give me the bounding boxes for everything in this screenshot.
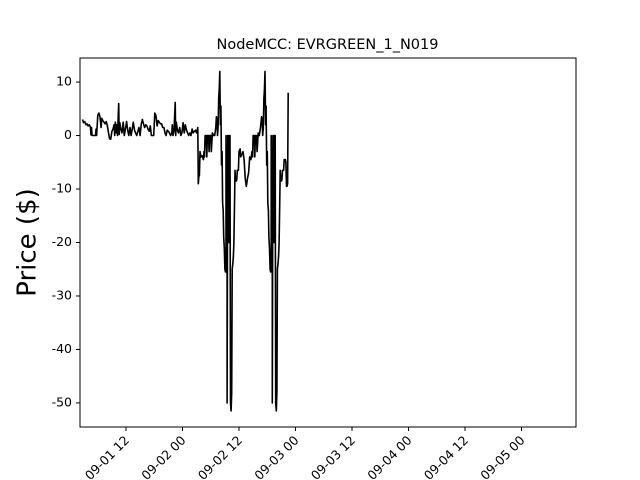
y-axis-label: Price ($) <box>13 188 43 297</box>
y-tick-label: -50 <box>52 394 72 409</box>
x-tick-label: 09-02 00 <box>138 432 188 480</box>
x-tick-label: 09-04 00 <box>364 432 414 480</box>
x-tick-label: 09-05 00 <box>477 432 527 480</box>
y-tick-label: -40 <box>52 341 72 356</box>
plot-frame <box>79 57 577 428</box>
series-line <box>81 70 289 412</box>
x-tick-label: 09-01 12 <box>82 433 132 480</box>
x-tick-label: 09-04 12 <box>421 433 471 480</box>
y-tick-label: -10 <box>52 181 72 196</box>
x-tick-label: 09-02 12 <box>195 433 245 480</box>
y-ticks: 10 0 -10 -20 -30 -40 -50 <box>52 74 80 409</box>
y-tick-label: 10 <box>56 74 72 89</box>
x-ticks: 09-01 12 09-02 00 09-02 12 09-03 00 09-03 12… <box>82 427 528 480</box>
chart-title: NodeMCC: EVRGREEN_1_N019 <box>217 37 439 53</box>
y-tick-label: -20 <box>52 234 72 249</box>
y-tick-label: -30 <box>52 287 72 302</box>
y-tick-label: 0 <box>64 127 72 142</box>
x-tick-label: 09-03 00 <box>251 432 301 480</box>
x-tick-label: 09-03 12 <box>308 433 358 480</box>
